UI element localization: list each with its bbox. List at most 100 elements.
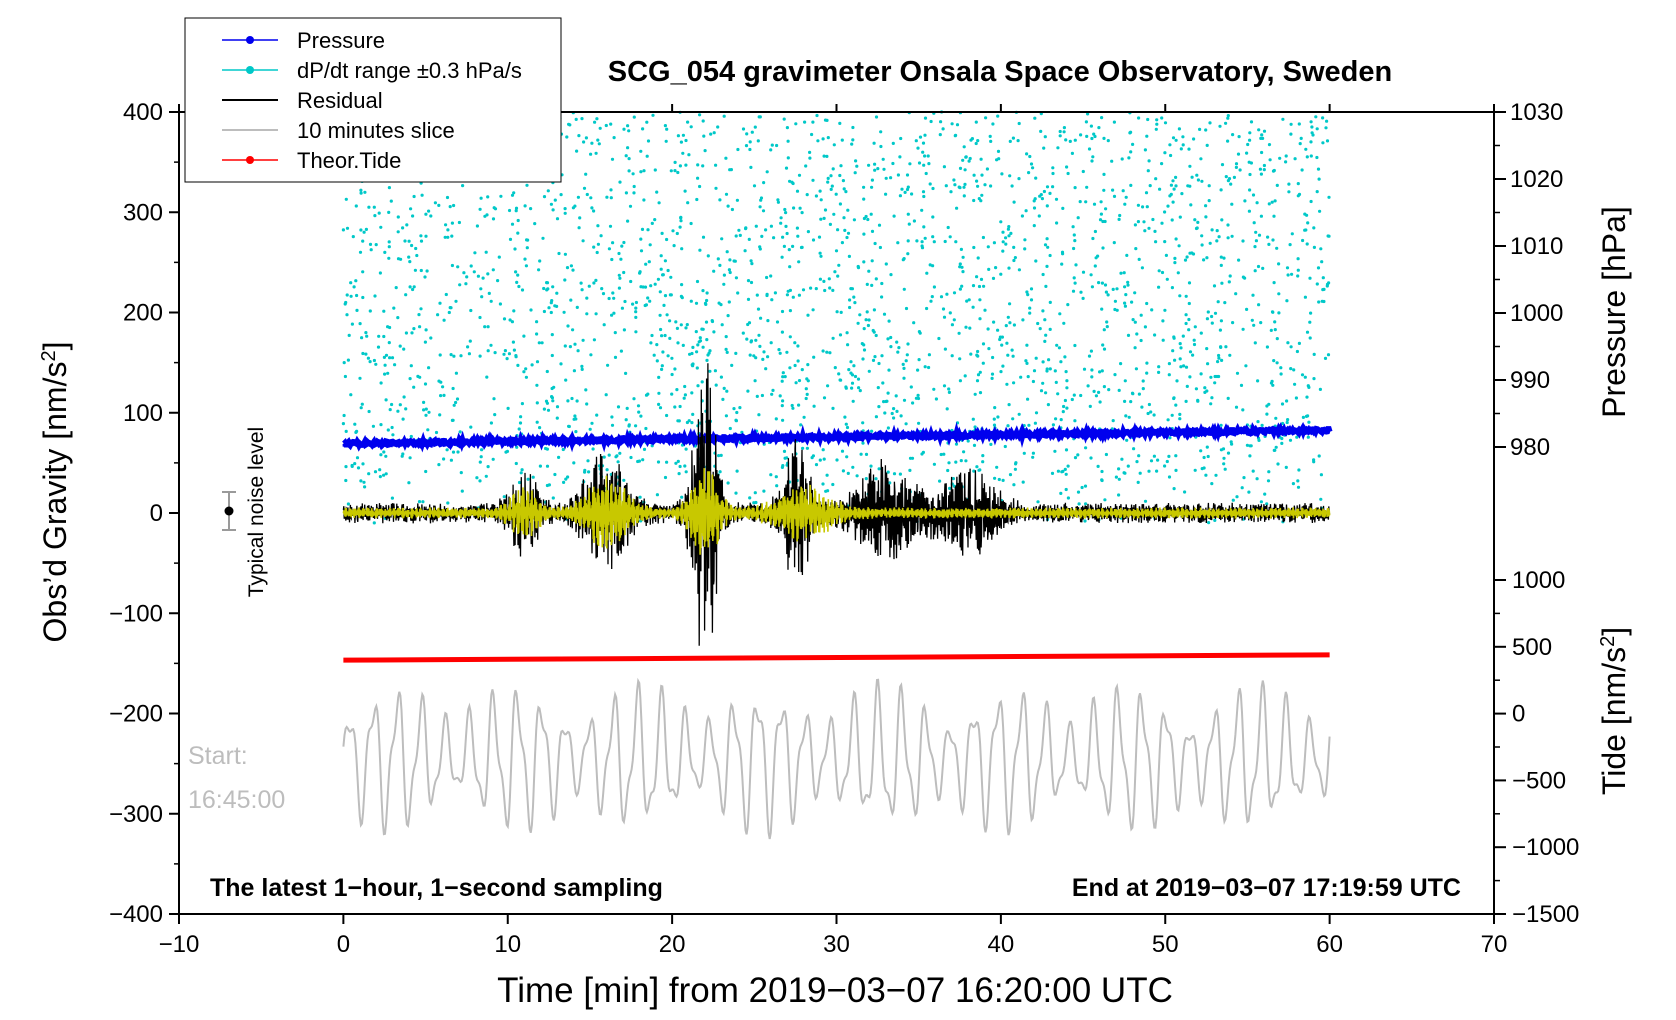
dpdt-dot bbox=[1129, 400, 1133, 404]
dpdt-dot bbox=[1275, 246, 1279, 250]
dpdt-dot bbox=[1065, 379, 1069, 383]
dpdt-dot bbox=[1027, 171, 1031, 175]
dpdt-dot bbox=[977, 197, 981, 201]
dpdt-dot bbox=[602, 323, 606, 327]
dpdt-dot bbox=[851, 399, 855, 403]
dpdt-dot bbox=[508, 318, 512, 322]
dpdt-dot bbox=[1172, 187, 1176, 191]
dpdt-dot bbox=[879, 130, 883, 134]
dpdt-dot bbox=[832, 212, 836, 216]
dpdt-dot bbox=[1099, 200, 1103, 204]
dpdt-dot bbox=[458, 430, 462, 434]
dpdt-dot bbox=[401, 226, 405, 230]
dpdt-dot bbox=[519, 471, 523, 475]
dpdt-dot bbox=[812, 404, 816, 408]
dpdt-dot bbox=[1310, 125, 1314, 129]
dpdt-dot bbox=[489, 299, 493, 303]
dpdt-dot bbox=[696, 384, 700, 388]
dpdt-dot bbox=[906, 252, 910, 256]
dpdt-dot bbox=[1161, 338, 1165, 342]
dpdt-dot bbox=[641, 127, 645, 131]
dpdt-dot bbox=[472, 270, 476, 274]
dpdt-dot bbox=[1010, 184, 1014, 188]
dpdt-dot bbox=[990, 372, 995, 376]
dpdt-dot bbox=[1068, 139, 1072, 143]
dpdt-dot bbox=[877, 467, 881, 471]
dpdt-dot bbox=[410, 331, 414, 335]
dpdt-dot bbox=[1196, 398, 1200, 402]
dpdt-dot bbox=[796, 359, 800, 363]
dpdt-dot bbox=[1147, 469, 1151, 473]
dpdt-dot bbox=[927, 353, 932, 357]
dpdt-dot bbox=[1171, 349, 1175, 353]
dpdt-dot bbox=[582, 140, 586, 144]
dpdt-dot bbox=[1160, 162, 1164, 166]
dpdt-dot bbox=[1304, 414, 1309, 418]
dpdt-dot bbox=[683, 464, 687, 468]
dpdt-dot bbox=[1144, 191, 1149, 195]
dpdt-dot bbox=[900, 187, 904, 191]
dpdt-dot bbox=[382, 355, 386, 359]
dpdt-dot bbox=[805, 193, 809, 197]
dpdt-dot bbox=[637, 459, 642, 463]
dpdt-dot bbox=[1218, 124, 1222, 128]
dpdt-dot bbox=[858, 313, 862, 317]
dpdt-dot bbox=[981, 342, 986, 346]
dpdt-dot bbox=[1272, 359, 1276, 363]
dpdt-dot bbox=[974, 141, 978, 146]
dpdt-dot bbox=[921, 190, 926, 194]
dpdt-dot bbox=[679, 219, 683, 223]
dpdt-dot bbox=[1085, 134, 1089, 138]
dpdt-dot bbox=[1031, 451, 1035, 455]
dpdt-dot bbox=[1277, 262, 1281, 266]
dpdt-dot bbox=[881, 381, 885, 385]
dpdt-dot bbox=[459, 354, 463, 358]
dpdt-dot bbox=[1157, 285, 1161, 289]
dpdt-dot bbox=[456, 265, 460, 269]
dpdt-dot bbox=[836, 274, 840, 278]
dpdt-dot bbox=[559, 362, 563, 366]
dpdt-dot bbox=[1207, 521, 1211, 525]
dpdt-dot bbox=[1230, 202, 1234, 206]
dpdt-dot bbox=[1219, 188, 1223, 192]
dpdt-dot bbox=[795, 226, 800, 230]
dpdt-dot bbox=[1306, 435, 1310, 439]
dpdt-dot bbox=[386, 325, 390, 329]
dpdt-dot bbox=[407, 481, 411, 485]
y-tick-label: −300 bbox=[109, 801, 163, 828]
dpdt-dot bbox=[870, 283, 874, 287]
dpdt-dot bbox=[1306, 221, 1310, 225]
dpdt-dot bbox=[862, 197, 866, 201]
dpdt-dot bbox=[1276, 462, 1280, 466]
dpdt-dot bbox=[1284, 154, 1288, 158]
dpdt-dot bbox=[1010, 348, 1014, 352]
dpdt-dot bbox=[1145, 134, 1149, 138]
dpdt-dot bbox=[650, 221, 654, 225]
dpdt-dot bbox=[1044, 284, 1048, 288]
dpdt-dot bbox=[728, 270, 732, 275]
dpdt-dot bbox=[1026, 397, 1030, 401]
dpdt-dot bbox=[423, 382, 428, 386]
dpdt-dot bbox=[1192, 137, 1196, 141]
dpdt-dot bbox=[856, 321, 860, 325]
dpdt-dot bbox=[853, 301, 857, 305]
dpdt-dot bbox=[1188, 164, 1192, 168]
dpdt-dot bbox=[972, 469, 976, 473]
dpdt-dot bbox=[725, 250, 729, 254]
dpdt-dot bbox=[344, 429, 348, 433]
dpdt-dot bbox=[681, 343, 685, 347]
dpdt-dot bbox=[545, 369, 549, 374]
dpdt-dot bbox=[920, 240, 924, 244]
dpdt-dot bbox=[1281, 421, 1285, 426]
dpdt-dot bbox=[516, 363, 520, 367]
dpdt-dot bbox=[1098, 370, 1102, 374]
y-axis-label-main: Obs’d Gravity [nm/s bbox=[37, 362, 73, 643]
dpdt-dot bbox=[1045, 185, 1050, 189]
dpdt-dot bbox=[1131, 142, 1135, 146]
dpdt-dot bbox=[1044, 333, 1048, 337]
dpdt-dot bbox=[452, 203, 456, 208]
dpdt-dot bbox=[1185, 384, 1189, 388]
dpdt-dot bbox=[665, 460, 669, 464]
dpdt-dot bbox=[967, 159, 971, 163]
dpdt-dot bbox=[492, 206, 496, 210]
